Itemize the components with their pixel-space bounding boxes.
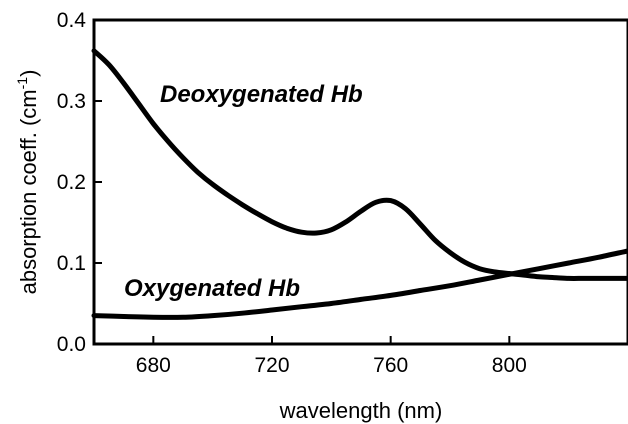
x-tick-label: 800 [492,354,527,377]
y-tick-label: 0.1 [57,252,86,275]
y-tick-label: 0.0 [57,333,86,356]
y-axis-title-exponent: -1 [14,77,30,90]
x-axis-title: wavelength (nm) [279,398,443,423]
annotation-deoxygenated-hb: Deoxygenated Hb [160,81,363,108]
x-tick-label: 760 [373,354,408,377]
y-axis-title-main: absorption coeff. (cm [16,89,41,294]
y-tick-label: 0.2 [57,171,86,194]
y-axis-title: absorption coeff. (cm-1) [14,70,41,295]
y-axis-title-close: ) [16,70,41,77]
x-tick-label: 680 [136,354,171,377]
x-tick-label: 720 [254,354,289,377]
deoxygenated-hb-line [91,48,628,281]
x-axis-ticks: 680 720 760 800 [136,336,527,377]
y-tick-label: 0.3 [57,90,86,113]
series-layer [91,48,628,320]
y-axis-ticks: 0.0 0.1 0.2 0.3 0.4 [57,9,102,356]
annotation-oxygenated-hb: Oxygenated Hb [124,275,300,302]
oxygenated-hb-line [91,248,628,320]
y-tick-label: 0.4 [57,9,87,32]
